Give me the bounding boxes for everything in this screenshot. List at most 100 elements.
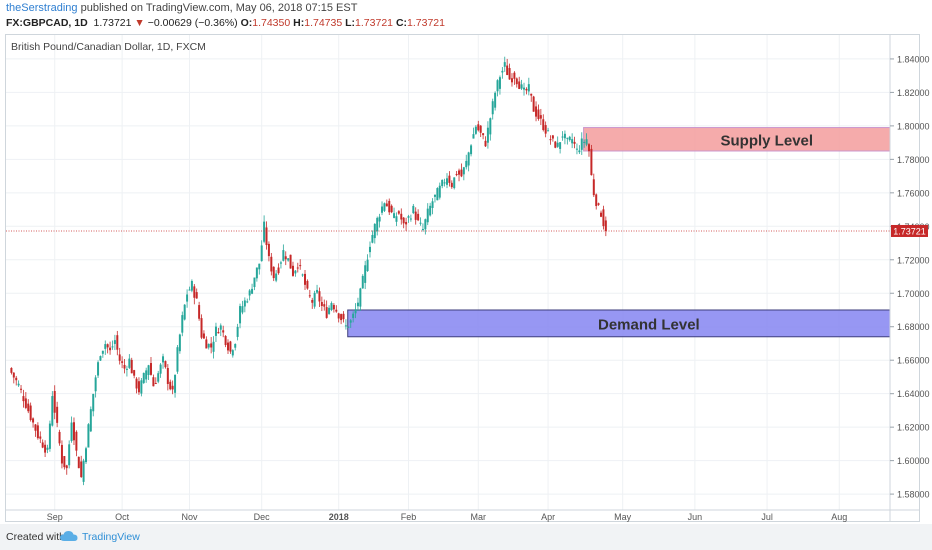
candle-body [583,141,586,143]
candle-body [195,292,198,299]
candle-body [224,335,227,346]
candle-body [198,305,201,319]
candle-body [299,265,302,267]
candle-body [597,203,600,205]
candle-body [243,300,246,307]
candle-body [446,178,448,185]
candle-body [202,333,205,339]
candle-body [164,361,167,368]
candle-body [135,378,138,389]
candle-body [97,362,100,376]
candle-body [542,119,545,130]
y-tick-label: 1.68000 [897,322,930,332]
candle-body [291,265,294,276]
candle-body [470,145,473,155]
candle-body [32,418,35,423]
y-tick-label: 1.78000 [897,155,930,165]
down-arrow-icon: ▼ [134,17,145,29]
candle-body [255,267,258,279]
candle-body [371,234,374,243]
publisher-username[interactable]: theSerstrading [6,2,78,14]
candle-body [515,78,518,85]
candle-body [559,142,562,149]
candle-body [183,304,186,320]
candle-body [152,377,155,387]
candle-body [65,465,68,469]
candle-body [85,448,88,463]
y-tick-label: 1.66000 [897,356,930,366]
candle-body [109,347,112,351]
candle-body [600,212,603,217]
candle-body [402,217,405,224]
candle-body [549,139,552,141]
candle-body [566,137,569,139]
candle-body [491,101,494,115]
candle-body [395,216,398,222]
candle-body [443,182,446,184]
candle-body [501,70,504,73]
x-tick-label: Feb [401,512,417,522]
candle-body [205,339,208,349]
candle-layer [10,56,607,486]
tradingview-link[interactable]: TradingView [82,531,140,543]
candle-body [133,370,136,376]
x-tick-label: Jul [761,512,773,522]
candle-body [251,288,254,294]
candle-body [595,194,598,207]
candle-body [130,359,133,374]
candle-body [368,246,371,253]
candle-body [46,447,49,450]
candle-body [571,139,574,144]
candle-body [12,372,15,378]
candle-body [154,383,157,385]
candle-body [407,216,410,218]
candle-body [87,424,90,448]
candle-body [94,377,97,392]
candle-body [436,188,439,201]
candle-body [188,289,191,291]
candle-body [190,280,193,291]
x-tick-label: Dec [254,512,271,522]
candle-body [210,343,213,348]
candle-body [349,320,352,323]
candle-body [508,68,511,80]
candle-body [551,135,554,139]
x-tick-label: 2018 [329,512,349,522]
candle-body [27,403,30,412]
low-label: L: [345,17,356,29]
candle-body [125,368,128,370]
candle-body [366,259,369,272]
candle-body [308,295,311,297]
x-tick-label: Apr [541,512,555,522]
candle-body [181,315,184,333]
candle-body [359,288,362,307]
candle-body [89,409,92,432]
candle-body [162,356,165,363]
candle-body [296,267,299,269]
candle-body [554,141,557,148]
candle-body [373,223,376,239]
candle-body [121,361,124,363]
candle-body [383,203,386,211]
candle-body [585,139,588,145]
candle-body [287,258,290,261]
candle-body [128,358,131,368]
candle-body [106,344,109,348]
candle-body [193,286,196,298]
candle-body [537,109,540,120]
candle-body [472,134,475,139]
candle-body [578,150,581,153]
candle-body [275,273,278,281]
x-tick-label: Nov [181,512,198,522]
candle-body [332,304,335,310]
candle-body [419,222,422,224]
candle-body [116,335,119,350]
candle-body [409,218,412,220]
candle-body [458,170,461,175]
candle-body [340,314,343,321]
candle-body [176,347,179,372]
candle-body [68,444,71,466]
candle-body [486,127,489,143]
y-tick-label: 1.76000 [897,188,930,198]
